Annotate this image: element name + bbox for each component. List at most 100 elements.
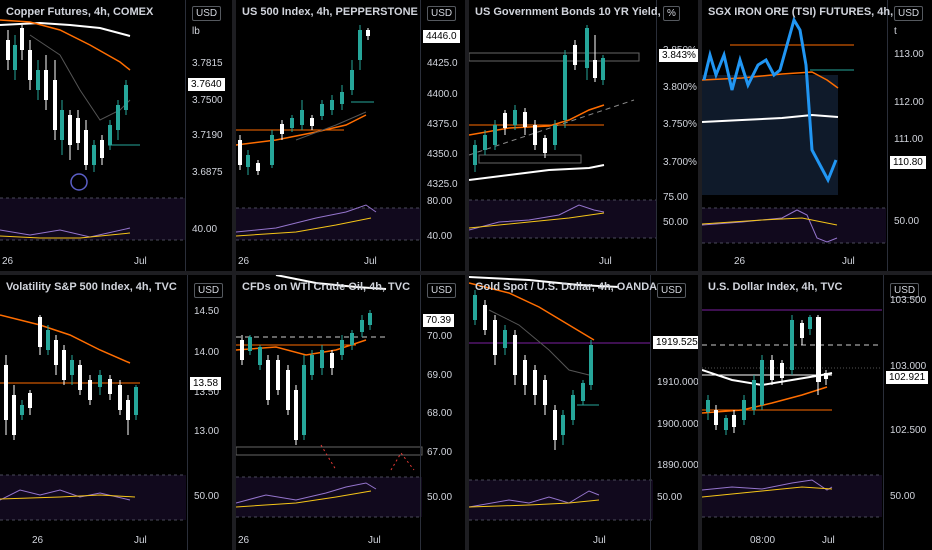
currency-unit[interactable]: USD	[427, 283, 457, 298]
chart-canvas[interactable]	[236, 0, 465, 271]
price-tick: 3.7500	[192, 95, 223, 106]
currency-unit[interactable]: USD	[657, 283, 687, 298]
chart-pane-dxy[interactable]: USD 103.500 103.000 102.921 102.500 50.0…	[702, 275, 932, 550]
currency-unit[interactable]: USD	[194, 283, 224, 298]
time-label: 26	[238, 256, 250, 267]
rsi-tick: 50.00	[657, 492, 683, 503]
rsi-tick: 50.00	[427, 492, 453, 503]
currency-unit[interactable]: USD	[890, 283, 920, 298]
last-price-label: 110.80	[890, 156, 926, 169]
last-price-label: 3.843%	[659, 49, 698, 62]
price-tick: 1890.000	[657, 460, 698, 471]
chart-title: U.S. Dollar Index, 4h, TVC	[708, 281, 843, 293]
chart-pane-us10y[interactable]: % 3.850% 3.843% 3.800% 3.750% 3.700% 75.…	[469, 0, 698, 271]
last-price-label: 1919.525	[653, 336, 698, 349]
price-axis[interactable]: USD lb 3.7815 3.7640 3.7500 3.7190 3.687…	[185, 0, 232, 271]
time-label: Jul	[134, 256, 147, 267]
chart-canvas[interactable]	[469, 275, 698, 550]
currency-unit[interactable]: USD	[894, 6, 924, 21]
time-label: Jul	[822, 535, 835, 546]
time-label: 26	[734, 256, 746, 267]
unit-label: t	[894, 26, 897, 37]
last-price-label: 3.7640	[188, 78, 225, 91]
time-label: 26	[238, 535, 250, 546]
price-tick: 3.750%	[663, 119, 697, 130]
last-price-label: 102.921	[886, 371, 929, 384]
chart-canvas[interactable]	[0, 0, 232, 271]
rsi-tick: 40.00	[192, 224, 218, 235]
price-tick: 4375.0	[427, 119, 458, 130]
chart-canvas[interactable]	[469, 0, 698, 271]
price-axis[interactable]: USD 4446.0 4425.0 4400.0 4375.0 4350.0 4…	[420, 0, 465, 271]
price-axis[interactable]: USD 103.500 103.000 102.921 102.500 50.0…	[883, 275, 932, 550]
rsi-tick: 50.00	[194, 491, 220, 502]
price-axis[interactable]: USD 14.50 14.00 13.50 13.58 13.00 50.00	[187, 275, 232, 550]
price-tick: 14.50	[194, 306, 220, 317]
chart-pane-wti[interactable]: USD 70.39 70.00 69.00 68.00 67.00 50.00 …	[236, 275, 465, 550]
chart-title: SGX IRON ORE (TSI) FUTURES, 4h,	[708, 6, 894, 18]
pane-divider[interactable]	[465, 0, 469, 550]
price-tick: 111.00	[894, 134, 924, 145]
price-tick: 4400.0	[427, 89, 458, 100]
pane-divider[interactable]	[232, 0, 236, 550]
price-tick: 1900.000	[657, 419, 698, 430]
currency-unit[interactable]: USD	[192, 6, 222, 21]
price-tick: 102.500	[890, 425, 927, 436]
chart-pane-gold[interactable]: USD 1919.525 1910.000 1900.000 1890.000 …	[469, 275, 698, 550]
time-label: Jul	[599, 256, 612, 267]
candles	[6, 25, 128, 172]
chart-canvas[interactable]	[702, 0, 932, 271]
price-tick: 4325.0	[427, 179, 458, 190]
time-label: Jul	[364, 256, 377, 267]
price-axis[interactable]: USD 1919.525 1910.000 1900.000 1890.000 …	[650, 275, 698, 550]
rsi-tick: 80.00	[427, 196, 453, 207]
currency-unit[interactable]: USD	[427, 6, 457, 21]
price-tick: 3.700%	[663, 157, 697, 168]
chart-pane-us500[interactable]: USD 4446.0 4425.0 4400.0 4375.0 4350.0 4…	[236, 0, 465, 271]
chart-title: CFDs on WTI Crude Oil, 4h, TVC	[242, 281, 411, 293]
unit-label: lb	[192, 26, 200, 37]
price-axis[interactable]: USD 70.39 70.00 69.00 68.00 67.00 50.00	[420, 275, 465, 550]
price-tick: 3.6875	[192, 167, 223, 178]
chart-pane-vix[interactable]: USD 14.50 14.00 13.50 13.58 13.00 50.00 …	[0, 275, 232, 550]
price-tick: 69.00	[427, 370, 453, 381]
price-tick: 3.7815	[192, 58, 223, 69]
pane-divider[interactable]	[698, 0, 702, 550]
currency-unit[interactable]: %	[663, 6, 680, 21]
price-tick: 103.500	[890, 295, 927, 306]
price-tick: 1910.000	[657, 377, 698, 388]
chart-pane-copper[interactable]: USD lb 3.7815 3.7640 3.7500 3.7190 3.687…	[0, 0, 232, 271]
time-label: 26	[32, 535, 44, 546]
time-label: Jul	[593, 535, 606, 546]
chart-canvas[interactable]	[702, 275, 932, 550]
time-label: Jul	[134, 535, 147, 546]
rsi-tick: 50.00	[663, 217, 689, 228]
last-price-label: 13.58	[190, 377, 222, 390]
time-label: Jul	[368, 535, 381, 546]
price-tick: 67.00	[427, 447, 453, 458]
price-axis[interactable]: USD t 113.00 112.00 111.00 110.80 50.00	[887, 0, 932, 271]
price-axis[interactable]: % 3.850% 3.843% 3.800% 3.750% 3.700% 75.…	[656, 0, 698, 271]
price-tick: 3.800%	[663, 82, 697, 93]
pane-divider-horizontal[interactable]	[0, 271, 932, 275]
event-marker-icon	[70, 173, 88, 191]
price-tick: 68.00	[427, 408, 453, 419]
chart-title: US 500 Index, 4h, PEPPERSTONE	[242, 6, 418, 18]
chart-pane-iron-ore[interactable]: USD t 113.00 112.00 111.00 110.80 50.00 …	[702, 0, 932, 271]
chart-title: US Government Bonds 10 YR Yield,	[475, 6, 661, 18]
chart-title: Volatility S&P 500 Index, 4h, TVC	[6, 281, 177, 293]
price-tick: 4350.0	[427, 149, 458, 160]
chart-canvas[interactable]	[236, 275, 465, 550]
rsi-tick: 75.00	[663, 192, 689, 203]
last-price-label: 4446.0	[423, 30, 460, 43]
rsi-tick: 40.00	[427, 231, 453, 242]
time-label: 08:00	[750, 535, 776, 546]
price-tick: 70.00	[427, 331, 453, 342]
price-tick: 112.00	[894, 97, 924, 108]
rsi-tick: 50.00	[890, 491, 916, 502]
rsi-tick: 50.00	[894, 216, 920, 227]
chart-title: Copper Futures, 4h, COMEX	[6, 6, 154, 18]
price-tick: 103.000	[890, 361, 927, 372]
chart-canvas[interactable]	[0, 275, 232, 550]
chart-title: Gold Spot / U.S. Dollar, 4h, OANDA	[475, 281, 658, 293]
